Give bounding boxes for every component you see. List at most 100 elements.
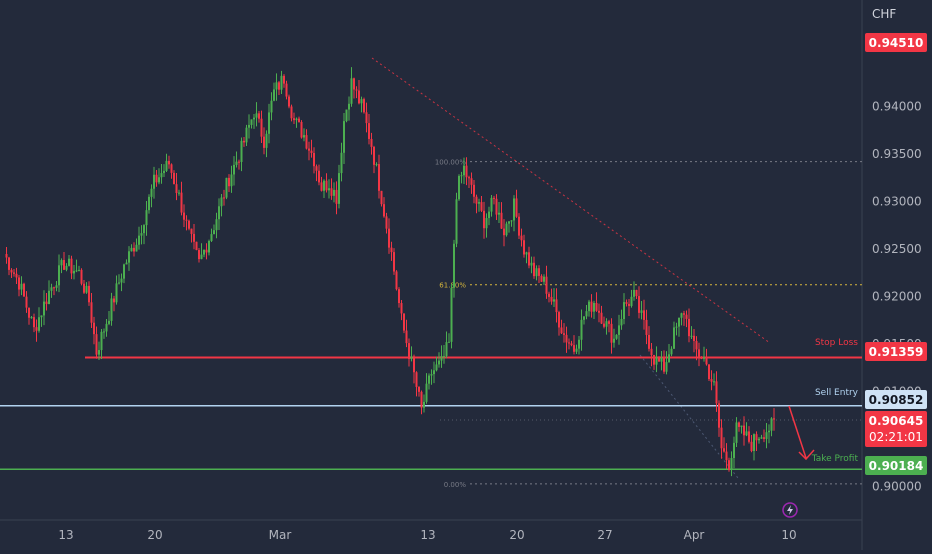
time-axis[interactable] [0,520,862,550]
candle-body [575,348,578,352]
candle-body [553,299,555,302]
candle-body [663,357,665,372]
candle-body [248,124,250,128]
candle-body [448,341,450,343]
candle-body [660,357,663,362]
candle-body [298,118,300,122]
candle-body [630,296,633,306]
candle-body [773,418,775,420]
candle-body [113,298,115,303]
stop-loss-badge [865,342,927,361]
candle-body [125,262,128,265]
candle-body [693,335,695,341]
candle-body [395,271,398,290]
candle-body [230,174,233,187]
price-tick-label: 0.92500 [872,242,922,256]
candle-body [100,331,103,351]
candle-body [705,357,708,365]
target-arrow[interactable] [788,405,807,459]
candle-body [650,348,653,356]
candle-body [600,312,603,324]
candle-body [25,296,28,308]
candle-body [383,204,385,217]
candle-body [355,89,358,91]
candle-body [453,243,455,288]
lightning-icon[interactable] [782,502,798,518]
candle-body [20,283,23,290]
candle-body [295,118,298,121]
candle-body [310,150,313,154]
candle-body [238,161,240,163]
candle-body [363,99,365,113]
candle-body [283,75,285,84]
candle-body [623,302,625,320]
candle-body [420,391,423,408]
candle-body [200,254,203,260]
candle-body [465,165,468,178]
candle-body [315,166,318,171]
candle-body [605,321,608,327]
candle-body [473,184,475,197]
top-price-badge [865,33,927,52]
candle-body [500,212,503,229]
candle-body [668,354,670,363]
candle-body [713,381,715,383]
time-tick-label: Mar [269,528,292,542]
candle-body [343,121,345,153]
candle-body [93,322,95,335]
candle-body [495,198,498,215]
time-tick-label: 27 [597,528,612,542]
candle-body [45,301,48,305]
plot-area[interactable] [0,0,862,520]
time-tick-label: 13 [58,528,73,542]
candle-body [98,350,100,355]
candle-body [410,356,413,359]
candle-body [348,103,350,110]
candle-body [83,283,85,293]
candle-body [388,228,390,248]
candle-body [18,277,20,290]
fib-level-label: 100.00% [435,159,466,167]
candle-body [755,434,758,441]
candle-body [65,265,68,270]
candle-body [528,252,530,266]
candle-body [673,327,675,349]
candle-body [123,264,125,279]
candle-body [643,310,645,320]
candle-body [430,374,433,376]
candle-body [513,198,515,221]
candle-body [583,316,585,320]
candle-body [593,302,595,312]
candle-body [115,283,118,303]
candle-body [215,219,218,231]
trendline-upper[interactable] [371,57,771,344]
candle-body [745,431,748,436]
candle-body [573,345,575,352]
candle-body [128,251,130,263]
candle-body [58,265,60,286]
candle-body [30,317,33,319]
candle-body [118,282,120,284]
candle-body [535,268,538,277]
candle-body [490,197,493,212]
candle-body [493,197,495,199]
take-profit-badge [865,456,927,475]
candle-body [470,178,473,185]
candle-body [770,418,773,431]
candle-body [505,223,508,236]
candle-body [548,293,550,297]
candle-body [160,173,163,178]
candle-body [263,136,265,148]
fib-level-label: 61.80% [439,282,466,290]
arrow-head-icon [798,449,815,461]
candle-body [188,220,190,229]
candle-body [565,334,568,343]
candle-body [95,334,98,355]
candle-body [478,202,480,204]
time-tick-label: Apr [684,528,705,542]
candle-body [48,290,50,305]
candle-body [360,99,363,104]
candle-body [518,216,520,236]
candle-body [165,160,168,171]
